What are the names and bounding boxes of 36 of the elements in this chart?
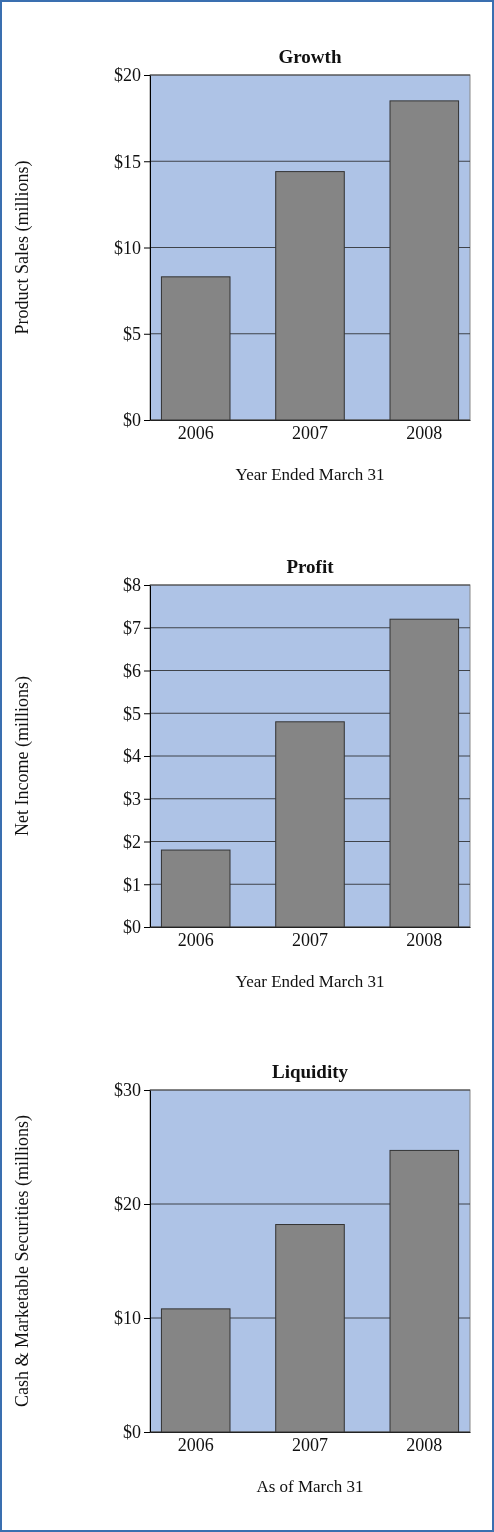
y-tick-label: $10 <box>114 1308 141 1329</box>
chart-title: Liquidity <box>271 1061 349 1082</box>
y-tick-label: $10 <box>114 237 141 258</box>
y-tick-label: $30 <box>114 1080 141 1101</box>
y-tick-label: $4 <box>123 746 141 767</box>
x-tick-label: 2008 <box>406 929 443 950</box>
x-axis-title: Year Ended March 31 <box>235 972 385 991</box>
y-tick-label: $5 <box>123 324 141 345</box>
y-tick-label: $2 <box>123 831 141 852</box>
x-tick-label: 2006 <box>177 1434 214 1455</box>
y-axis-title: Net Income (millions) <box>12 676 33 836</box>
y-tick-label: $20 <box>114 65 141 86</box>
x-axis-title: As of March 31 <box>256 1477 364 1496</box>
y-tick-label: $20 <box>114 1194 141 1215</box>
chart-title: Profit <box>286 556 335 577</box>
x-tick-label: 2006 <box>177 422 214 443</box>
y-axis-title: Cash & Marketable Securities (millions) <box>12 1115 33 1407</box>
y-tick-label: $0 <box>123 917 141 938</box>
x-tick-label: 2007 <box>292 929 328 950</box>
y-axis-title: Product Sales (millions) <box>12 160 33 335</box>
x-tick-label: 2008 <box>406 422 443 443</box>
y-tick-label: $15 <box>114 151 141 172</box>
y-tick-label: $3 <box>123 789 141 810</box>
y-tick-label: $5 <box>123 703 141 724</box>
x-tick-label: 2007 <box>292 1434 328 1455</box>
chart-title: Growth <box>278 46 342 67</box>
y-tick-label: $6 <box>123 660 141 681</box>
y-tick-label: $1 <box>123 874 141 895</box>
x-tick-label: 2006 <box>177 929 214 950</box>
x-tick-label: 2007 <box>292 422 328 443</box>
y-tick-label: $0 <box>123 410 141 431</box>
y-tick-label: $7 <box>123 618 141 639</box>
x-axis-title: Year Ended March 31 <box>235 465 385 484</box>
y-tick-label: $8 <box>123 575 141 596</box>
y-tick-label: $0 <box>123 1422 141 1443</box>
x-tick-label: 2008 <box>406 1434 443 1455</box>
